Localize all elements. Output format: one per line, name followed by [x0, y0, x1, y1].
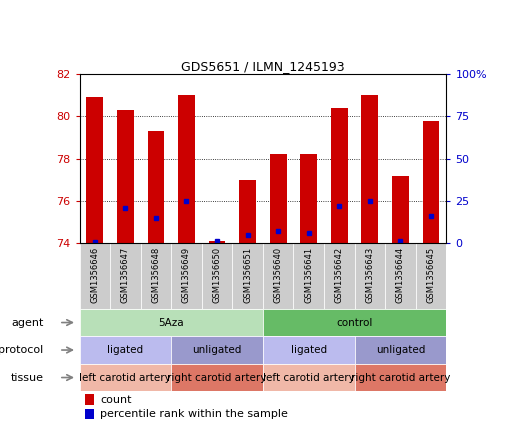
Bar [202, 243, 232, 309]
Text: GSM1356642: GSM1356642 [335, 247, 344, 302]
Bar [324, 243, 354, 309]
Text: GSM1356651: GSM1356651 [243, 247, 252, 302]
Text: GSM1356641: GSM1356641 [304, 247, 313, 302]
Bar [85, 409, 94, 420]
Bar [80, 336, 171, 364]
Bar [148, 131, 164, 243]
Text: right carotid artery: right carotid artery [351, 373, 450, 382]
Text: GSM1356650: GSM1356650 [212, 247, 222, 302]
Bar [80, 309, 263, 336]
Bar [178, 95, 195, 243]
Title: GDS5651 / ILMN_1245193: GDS5651 / ILMN_1245193 [181, 60, 345, 73]
Text: 5Aza: 5Aza [159, 318, 184, 327]
Bar [117, 110, 134, 243]
Text: agent: agent [11, 318, 44, 327]
Text: left carotid artery: left carotid artery [80, 373, 171, 382]
Bar [110, 243, 141, 309]
Bar [263, 309, 446, 336]
Text: GSM1356648: GSM1356648 [151, 247, 161, 303]
Text: ligated: ligated [107, 345, 144, 355]
Bar [263, 243, 293, 309]
Bar [86, 97, 103, 243]
Bar [270, 154, 287, 243]
Bar [263, 364, 354, 391]
Text: left carotid artery: left carotid artery [263, 373, 354, 382]
Text: protocol: protocol [0, 345, 44, 355]
Text: GSM1356647: GSM1356647 [121, 247, 130, 303]
Bar [232, 243, 263, 309]
Bar [171, 243, 202, 309]
Bar [362, 95, 378, 243]
Bar [85, 394, 94, 404]
Text: count: count [100, 395, 131, 404]
Bar [423, 121, 440, 243]
Bar [171, 364, 263, 391]
Bar [354, 336, 446, 364]
Bar [392, 176, 409, 243]
Text: GSM1356644: GSM1356644 [396, 247, 405, 302]
Text: GSM1356646: GSM1356646 [90, 247, 100, 303]
Text: right carotid artery: right carotid artery [167, 373, 267, 382]
Text: ligated: ligated [291, 345, 327, 355]
Text: control: control [337, 318, 373, 327]
Bar [293, 243, 324, 309]
Bar [331, 108, 348, 243]
Bar [141, 243, 171, 309]
Text: GSM1356649: GSM1356649 [182, 247, 191, 302]
Bar [239, 180, 256, 243]
Bar [263, 336, 354, 364]
Bar [171, 336, 263, 364]
Bar [80, 364, 171, 391]
Text: unligated: unligated [376, 345, 425, 355]
Text: GSM1356643: GSM1356643 [365, 247, 374, 303]
Bar [354, 243, 385, 309]
Text: GSM1356640: GSM1356640 [274, 247, 283, 302]
Bar [80, 243, 110, 309]
Text: percentile rank within the sample: percentile rank within the sample [100, 409, 288, 419]
Bar [300, 154, 317, 243]
Text: tissue: tissue [11, 373, 44, 382]
Text: unligated: unligated [192, 345, 242, 355]
Bar [385, 243, 416, 309]
Text: GSM1356645: GSM1356645 [426, 247, 436, 302]
Bar [209, 241, 226, 243]
Bar [416, 243, 446, 309]
Bar [354, 364, 446, 391]
